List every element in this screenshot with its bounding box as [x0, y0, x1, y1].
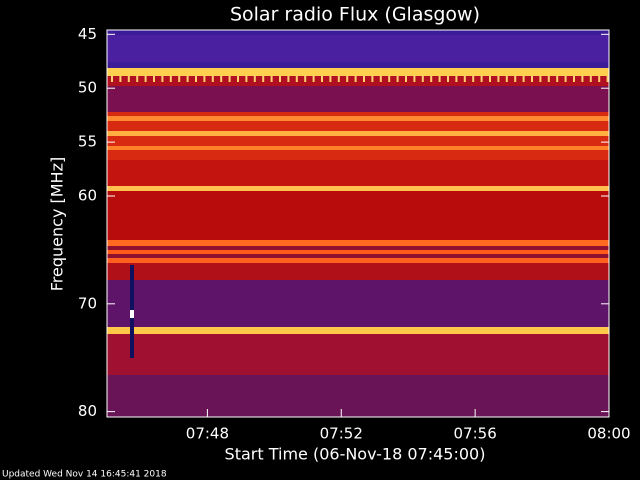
pulse	[531, 75, 533, 82]
pulse	[312, 75, 315, 82]
band	[107, 68, 609, 76]
x-axis-label: Start Time (06-Nov-18 07:45:00)	[225, 445, 486, 464]
pulse	[262, 75, 265, 82]
spectrogram-image	[107, 30, 609, 417]
band	[107, 191, 609, 240]
plot-frame	[106, 29, 610, 418]
pulse	[547, 75, 550, 82]
pulse	[111, 75, 113, 82]
pulse	[463, 75, 466, 82]
pulse	[573, 75, 575, 82]
pulse	[295, 75, 298, 82]
pulse	[354, 75, 357, 82]
pulse	[253, 75, 256, 82]
pulse	[581, 75, 584, 82]
y-tick-label: 70	[78, 294, 97, 312]
pulse	[363, 75, 365, 82]
pulse	[270, 75, 273, 82]
pulse	[203, 75, 206, 82]
pulse	[430, 75, 433, 82]
y-tick-label: 55	[78, 133, 97, 151]
pulse	[186, 75, 189, 82]
pulse	[161, 75, 164, 82]
pulse	[438, 75, 441, 82]
pulse	[245, 75, 248, 82]
pulse	[598, 75, 601, 82]
x-tick-label: 07:52	[320, 425, 363, 443]
pulse	[287, 75, 290, 82]
pulse	[279, 75, 281, 82]
y-tick-label: 50	[78, 79, 97, 97]
pulse	[220, 75, 223, 82]
pulse	[413, 75, 416, 82]
pulse	[472, 75, 475, 82]
pulse	[388, 75, 391, 82]
pulse	[237, 75, 239, 82]
band	[107, 76, 609, 86]
band	[107, 327, 609, 334]
pulse	[119, 75, 122, 82]
band	[107, 240, 609, 246]
band	[107, 263, 609, 280]
y-axis-label: Frequency [MHz]	[48, 157, 67, 291]
pulse	[480, 75, 483, 82]
pulse	[379, 75, 382, 82]
pulse	[589, 75, 592, 82]
band	[107, 250, 609, 254]
y-tick-label: 60	[78, 187, 97, 205]
band	[107, 375, 609, 417]
pulse	[178, 75, 181, 82]
y-tick-label: 80	[78, 402, 97, 420]
pulse	[505, 75, 508, 82]
footer: Updated Wed Nov 14 16:45:41 2018	[2, 470, 167, 480]
pulse	[489, 75, 491, 82]
band	[107, 160, 609, 186]
burst-core	[130, 310, 134, 318]
pulse	[329, 75, 332, 82]
band	[107, 258, 609, 263]
pulse	[153, 75, 155, 82]
band	[107, 131, 609, 136]
band	[107, 334, 609, 375]
x-tick-label: 08:00	[587, 425, 630, 443]
pulse	[304, 75, 307, 82]
pulse	[127, 75, 130, 82]
pulse	[337, 75, 340, 82]
y-tick-label: 45	[78, 25, 97, 43]
pulse	[421, 75, 424, 82]
chart-title: Solar radio Flux (Glasgow)	[230, 4, 480, 26]
pulse	[169, 75, 172, 82]
band	[107, 146, 609, 150]
pulse	[346, 75, 349, 82]
pulse	[514, 75, 517, 82]
pulse	[195, 75, 197, 82]
pulse	[497, 75, 500, 82]
band	[107, 86, 609, 112]
pulse	[405, 75, 407, 82]
pulse	[539, 75, 542, 82]
pulse	[211, 75, 214, 82]
pulse	[396, 75, 399, 82]
pulse	[144, 75, 147, 82]
pulse	[556, 75, 559, 82]
x-tick-label: 07:56	[454, 425, 497, 443]
pulse	[136, 75, 139, 82]
pulse	[447, 75, 449, 82]
pulse	[522, 75, 525, 82]
pulse	[371, 75, 374, 82]
pulse	[455, 75, 458, 82]
band	[107, 186, 609, 191]
band	[107, 35, 609, 62]
pulse	[228, 75, 231, 82]
pulse	[321, 75, 323, 82]
pulse	[564, 75, 567, 82]
band	[107, 280, 609, 327]
x-tick-label: 07:48	[186, 425, 229, 443]
pulse	[606, 75, 609, 82]
band	[107, 116, 609, 121]
